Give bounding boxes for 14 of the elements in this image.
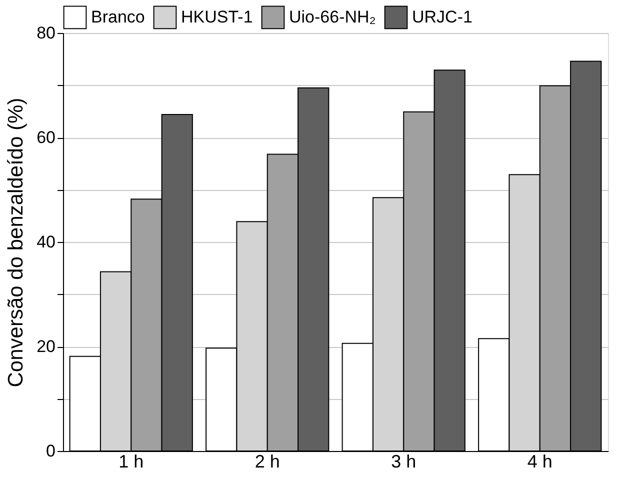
legend-label: Branco: [91, 7, 145, 26]
y-axis-title: Conversão do benzaldeído (%): [4, 98, 28, 388]
y-tick-label: 80: [36, 24, 56, 42]
x-tick-label: 3 h: [391, 452, 416, 472]
y-tick-label: 60: [36, 128, 56, 147]
y-tick-label: 40: [36, 232, 56, 252]
x-tick-label: 2 h: [254, 452, 280, 472]
y-tick-label: 0: [46, 442, 56, 460]
x-tick-label: 4 h: [527, 452, 552, 472]
legend-label: HKUST-1: [181, 7, 253, 26]
legend-label: URJC-1: [412, 7, 472, 26]
legend-label: Uio-66-NH₂: [289, 7, 376, 26]
x-tick-label: 1 h: [118, 452, 144, 472]
y-tick-label: 20: [36, 337, 56, 356]
